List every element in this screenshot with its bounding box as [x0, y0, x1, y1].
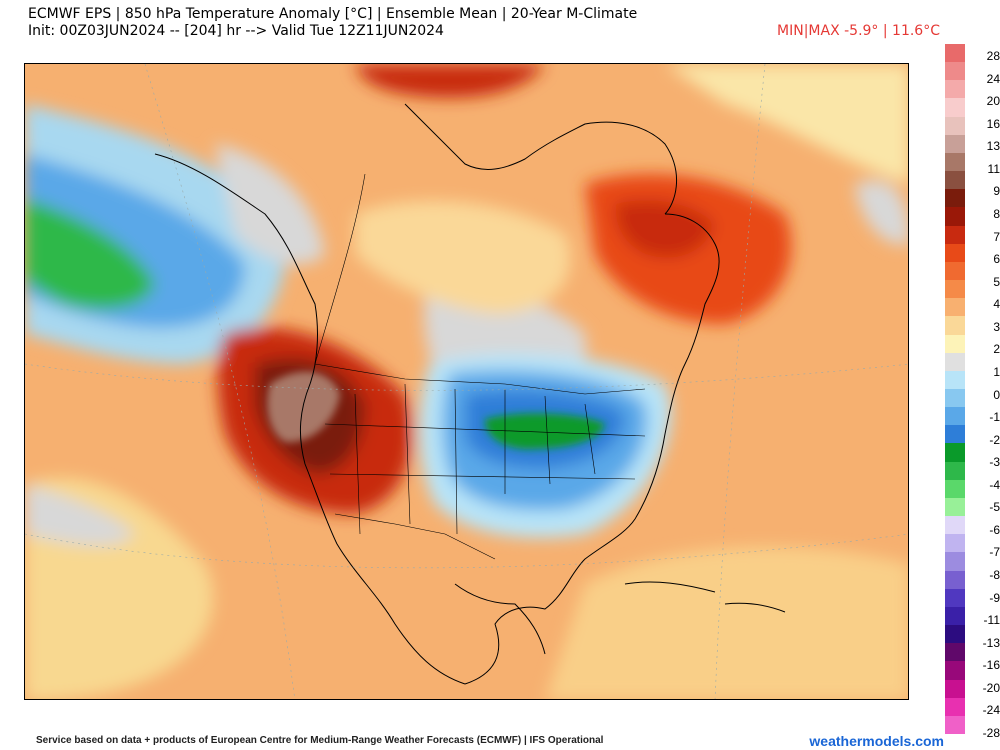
color-scale-cell [945, 225, 965, 245]
color-scale-cell [945, 261, 965, 281]
color-scale-cell [945, 152, 965, 172]
color-scale-cell [945, 171, 965, 190]
color-scale-label: -6 [989, 522, 1000, 537]
gray-neutral-region [855, 180, 908, 245]
color-scale-cell [945, 606, 965, 626]
color-scale-label: -8 [989, 568, 1000, 583]
color-scale-label: -20 [982, 680, 1000, 695]
color-scale-label: 9 [993, 184, 1000, 199]
color-scale-cell [945, 588, 965, 608]
color-scale-label: 1 [993, 364, 1000, 379]
color-scale-cell [945, 661, 965, 681]
map-title: ECMWF EPS | 850 hPa Temperature Anomaly … [28, 6, 638, 22]
graticule [25, 533, 908, 569]
color-scale-label: -24 [982, 703, 1000, 718]
light-anomaly-region [355, 200, 571, 314]
color-scale-label: 5 [993, 274, 1000, 289]
color-scale-label: 20 [986, 94, 1000, 109]
color-scale-cell [945, 62, 965, 81]
coastline [404, 103, 678, 215]
data-credit: Service based on data + products of Euro… [36, 735, 604, 746]
color-scale-cell [945, 80, 965, 99]
color-scale-cell [945, 44, 965, 63]
color-scale-cell [945, 407, 965, 426]
color-scale-label: -11 [983, 613, 1000, 628]
graticule [714, 64, 766, 699]
light-anomaly-region [665, 64, 908, 184]
color-scale-label: -9 [989, 590, 1000, 605]
pacific-cold-core [25, 199, 155, 309]
color-scale-label: 7 [993, 229, 1000, 244]
color-scale-label: 24 [986, 71, 1000, 86]
color-scale-cell [945, 516, 965, 535]
color-scale-label: 0 [993, 387, 1000, 402]
border [334, 513, 496, 560]
color-scale-cell [945, 625, 965, 644]
color-scale-label: 4 [993, 297, 1000, 312]
color-scale-label: -16 [982, 658, 1000, 673]
color-scale-cell [945, 389, 965, 408]
color-scale-cell [945, 116, 965, 136]
site-link[interactable]: weathermodels.com [809, 733, 944, 749]
color-scale-cell [945, 479, 965, 499]
color-scale-label: -5 [989, 500, 1000, 515]
color-scale-label: -13 [982, 635, 1000, 650]
color-scale-cell [945, 643, 965, 662]
color-scale-label: 6 [993, 252, 1000, 267]
color-scale-label: 16 [986, 116, 1000, 131]
western-warm-core [267, 371, 340, 443]
border [324, 423, 646, 480]
color-scale-label: -28 [982, 726, 1000, 740]
color-scale-cell [945, 352, 965, 372]
atlantic-warm-region [615, 200, 715, 258]
color-scale-cell [945, 316, 965, 336]
color-scale-cell [945, 134, 965, 154]
color-scale-label: 13 [986, 139, 1000, 154]
color-scale-cell [945, 497, 965, 517]
gray-neutral-region [215, 144, 325, 265]
color-scale-label: -4 [989, 477, 1000, 492]
border [354, 383, 596, 535]
color-scale-cell [945, 425, 965, 444]
color-scale-cell [945, 570, 965, 590]
color-scale-cell [945, 679, 965, 699]
color-scale-cell [945, 697, 965, 717]
gray-neutral-region [25, 484, 135, 546]
anomaly-map [24, 63, 909, 700]
color-scale-label: -3 [989, 455, 1000, 470]
min-max-readout: MIN|MAX -5.9° | 11.6°C [777, 23, 940, 39]
color-scale-label: 28 [986, 49, 1000, 63]
light-anomaly-region [545, 546, 908, 699]
color-scale-cell [945, 98, 965, 118]
border [314, 173, 366, 365]
color-scale-label: 8 [993, 206, 1000, 221]
color-scale-cell [945, 443, 965, 463]
color-scale-cell [945, 207, 965, 227]
color-scale-cell [945, 243, 965, 263]
color-scale-label: 3 [993, 319, 1000, 334]
central-cold-core [485, 413, 605, 449]
coastline [154, 153, 466, 685]
island [624, 581, 786, 613]
color-scale-label: -2 [989, 432, 1000, 447]
color-scale-cell [945, 715, 965, 735]
color-scale-label: -7 [989, 545, 1000, 560]
arctic-warm-region [355, 64, 545, 98]
color-scale-cell [945, 534, 965, 553]
color-scale-cell [945, 461, 965, 481]
color-scale-cell [945, 298, 965, 317]
color-scale-cell [945, 552, 965, 572]
color-scale-label: 11 [987, 161, 1000, 176]
coastline [464, 213, 720, 685]
color-scale-cell [945, 370, 965, 390]
color-scale-cell [945, 280, 965, 299]
border [314, 363, 646, 395]
color-scale-cell [945, 334, 965, 354]
coastline [454, 583, 546, 655]
color-scale-cell [945, 189, 965, 208]
init-valid-time: Init: 00Z03JUN2024 -- [204] hr --> Valid… [28, 23, 444, 39]
color-scale-label: 2 [993, 342, 1000, 357]
color-scale-bar [945, 44, 965, 735]
color-scale-label: -1 [989, 410, 1000, 425]
